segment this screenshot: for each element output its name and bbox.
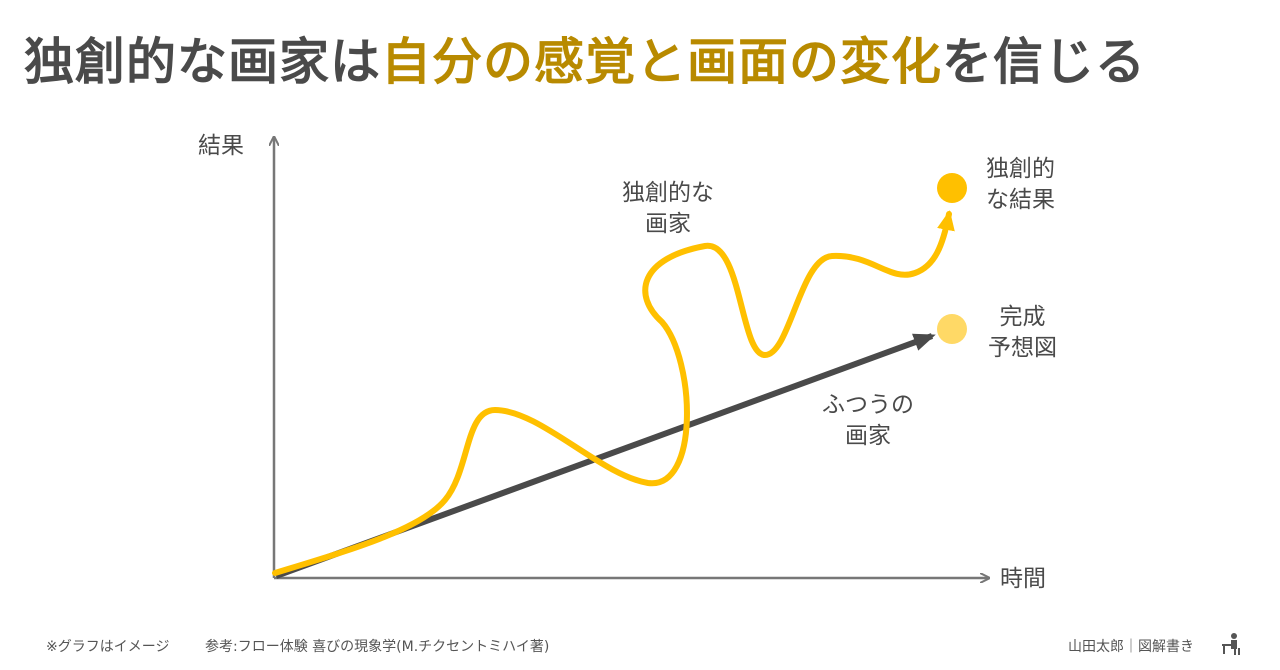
label-line: 完成 [999,304,1046,330]
person-at-desk-icon [1222,633,1240,655]
footer-author: 山田太郎｜図解書き [1068,639,1194,655]
expected-result-label: 完成 予想図 [988,302,1057,364]
creative-painter-label: 独創的な 画家 [622,178,714,240]
creative-path-curve [272,210,955,576]
label-line: ふつうの [822,392,914,418]
title-part2: を信じる [942,33,1146,91]
label-line: 独創的 [986,156,1055,182]
label-line: な結果 [986,187,1055,213]
expected-result-dot [937,314,967,344]
creative-result-label: 独創的 な結果 [986,154,1055,216]
footer-note: ※グラフはイメージ [46,639,170,655]
label-line: 画家 [845,423,891,449]
creative-result-dot [937,173,967,203]
x-axis-label: 時間 [1000,566,1046,592]
page-title: 独創的な画家は自分の感覚と画面の変化を信じる [24,22,1146,94]
y-axis-label: 結果 [198,133,244,159]
title-part1: 独創的な画家は [24,33,381,91]
label-line: 独創的な [622,180,714,206]
title-highlight: 自分の感覚と画面の変化 [381,33,942,91]
label-line: 予想図 [988,335,1057,361]
label-line: 画家 [645,211,691,237]
ordinary-painter-label: ふつうの 画家 [822,390,914,452]
footer-reference: 参考:フロー体験 喜びの現象学(M.チクセントミハイ著) [205,639,550,655]
